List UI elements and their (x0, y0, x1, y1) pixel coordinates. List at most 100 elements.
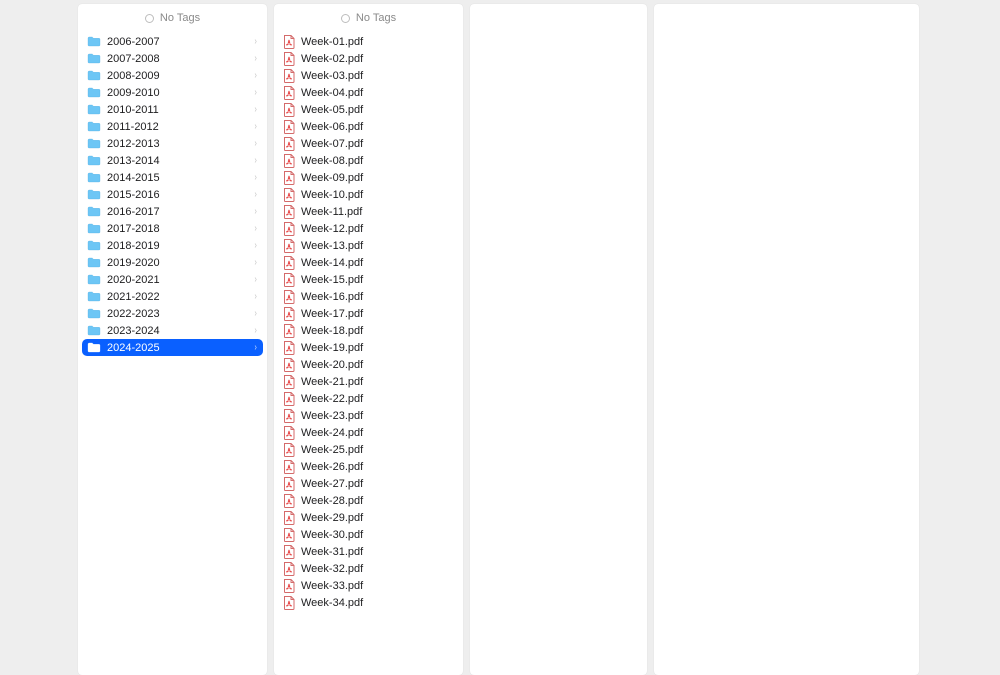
file-row[interactable]: Week-16.pdf (278, 288, 459, 305)
folder-row[interactable]: 2019-2020› (82, 254, 263, 271)
folder-row[interactable]: 2022-2023› (82, 305, 263, 322)
column-header: No Tags (274, 4, 463, 32)
folder-icon (87, 291, 101, 302)
pdf-icon (283, 171, 295, 185)
file-label: Week-31.pdf (301, 546, 453, 558)
file-label: Week-04.pdf (301, 87, 453, 99)
file-row[interactable]: Week-30.pdf (278, 526, 459, 543)
file-label: Week-30.pdf (301, 529, 453, 541)
no-tags-icon (341, 14, 350, 23)
file-row[interactable]: Week-26.pdf (278, 458, 459, 475)
folder-icon (87, 257, 101, 268)
folder-icon (87, 53, 101, 64)
file-label: Week-23.pdf (301, 410, 453, 422)
file-row[interactable]: Week-03.pdf (278, 67, 459, 84)
file-row[interactable]: Week-32.pdf (278, 560, 459, 577)
file-row[interactable]: Week-08.pdf (278, 152, 459, 169)
pdf-icon (283, 154, 295, 168)
no-tags-label: No Tags (160, 12, 200, 24)
folder-row[interactable]: 2007-2008› (82, 50, 263, 67)
folder-label: 2019-2020 (107, 257, 254, 269)
file-row[interactable]: Week-12.pdf (278, 220, 459, 237)
pdf-icon (283, 545, 295, 559)
file-label: Week-21.pdf (301, 376, 453, 388)
pdf-icon (283, 103, 295, 117)
column-folders[interactable]: No Tags 2006-2007› 2007-2008› 2008-2009›… (78, 4, 267, 675)
file-label: Week-32.pdf (301, 563, 453, 575)
file-row[interactable]: Week-10.pdf (278, 186, 459, 203)
file-row[interactable]: Week-17.pdf (278, 305, 459, 322)
file-row[interactable]: Week-13.pdf (278, 237, 459, 254)
folder-icon (87, 87, 101, 98)
folder-row[interactable]: 2010-2011› (82, 101, 263, 118)
file-row[interactable]: Week-15.pdf (278, 271, 459, 288)
folder-row[interactable]: 2021-2022› (82, 288, 263, 305)
file-row[interactable]: Week-23.pdf (278, 407, 459, 424)
pdf-icon (283, 137, 295, 151)
chevron-right-icon: › (254, 104, 256, 115)
pdf-icon (283, 409, 295, 423)
file-row[interactable]: Week-27.pdf (278, 475, 459, 492)
file-row[interactable]: Week-34.pdf (278, 594, 459, 611)
file-row[interactable]: Week-01.pdf (278, 33, 459, 50)
file-row[interactable]: Week-07.pdf (278, 135, 459, 152)
folder-row[interactable]: 2011-2012› (82, 118, 263, 135)
file-row[interactable]: Week-21.pdf (278, 373, 459, 390)
folder-row[interactable]: 2015-2016› (82, 186, 263, 203)
pdf-icon (283, 52, 295, 66)
chevron-right-icon: › (254, 53, 256, 64)
file-row[interactable]: Week-02.pdf (278, 50, 459, 67)
folder-icon (87, 155, 101, 166)
column-empty-2[interactable] (654, 4, 919, 675)
folder-row[interactable]: 2008-2009› (82, 67, 263, 84)
file-row[interactable]: Week-25.pdf (278, 441, 459, 458)
file-row[interactable]: Week-19.pdf (278, 339, 459, 356)
folder-row[interactable]: 2018-2019› (82, 237, 263, 254)
folder-row[interactable]: 2009-2010› (82, 84, 263, 101)
folder-row[interactable]: 2020-2021› (82, 271, 263, 288)
folder-row[interactable]: 2016-2017› (82, 203, 263, 220)
folder-row[interactable]: 2014-2015› (82, 169, 263, 186)
file-row[interactable]: Week-09.pdf (278, 169, 459, 186)
folder-label: 2014-2015 (107, 172, 254, 184)
column-files[interactable]: No Tags Week-01.pdf Week-02.pdf Week-03. (274, 4, 463, 675)
file-row[interactable]: Week-18.pdf (278, 322, 459, 339)
column-empty-1[interactable] (470, 4, 647, 675)
pdf-icon (283, 256, 295, 270)
file-row[interactable]: Week-20.pdf (278, 356, 459, 373)
file-label: Week-25.pdf (301, 444, 453, 456)
file-label: Week-12.pdf (301, 223, 453, 235)
file-row[interactable]: Week-06.pdf (278, 118, 459, 135)
file-label: Week-22.pdf (301, 393, 453, 405)
folder-row[interactable]: 2013-2014› (82, 152, 263, 169)
pdf-icon (283, 375, 295, 389)
chevron-right-icon: › (254, 172, 256, 183)
folder-row[interactable]: 2006-2007› (82, 33, 263, 50)
file-label: Week-14.pdf (301, 257, 453, 269)
file-label: Week-07.pdf (301, 138, 453, 150)
file-row[interactable]: Week-28.pdf (278, 492, 459, 509)
pdf-icon (283, 324, 295, 338)
folder-row[interactable]: 2024-2025› (82, 339, 263, 356)
chevron-right-icon: › (254, 223, 256, 234)
no-tags-label: No Tags (356, 12, 396, 24)
file-row[interactable]: Week-31.pdf (278, 543, 459, 560)
chevron-right-icon: › (254, 206, 256, 217)
file-row[interactable]: Week-24.pdf (278, 424, 459, 441)
file-row[interactable]: Week-29.pdf (278, 509, 459, 526)
folder-label: 2022-2023 (107, 308, 254, 320)
folder-row[interactable]: 2023-2024› (82, 322, 263, 339)
file-row[interactable]: Week-33.pdf (278, 577, 459, 594)
file-row[interactable]: Week-04.pdf (278, 84, 459, 101)
file-row[interactable]: Week-14.pdf (278, 254, 459, 271)
folder-label: 2021-2022 (107, 291, 254, 303)
file-row[interactable]: Week-11.pdf (278, 203, 459, 220)
file-label: Week-28.pdf (301, 495, 453, 507)
file-row[interactable]: Week-05.pdf (278, 101, 459, 118)
pdf-icon (283, 426, 295, 440)
folder-row[interactable]: 2012-2013› (82, 135, 263, 152)
file-label: Week-05.pdf (301, 104, 453, 116)
file-row[interactable]: Week-22.pdf (278, 390, 459, 407)
folder-label: 2009-2010 (107, 87, 254, 99)
folder-row[interactable]: 2017-2018› (82, 220, 263, 237)
